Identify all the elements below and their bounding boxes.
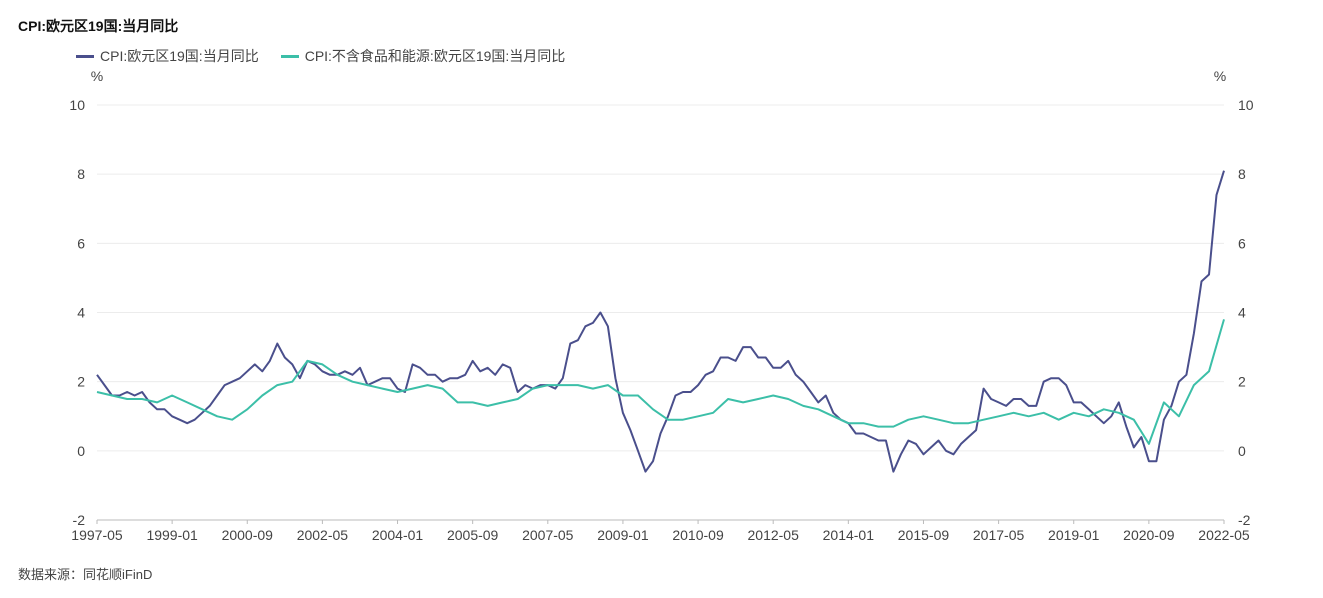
y-tick-label-right: 2 [1238,374,1246,390]
y-unit-right: % [1214,68,1226,84]
x-tick-label: 2005-09 [447,527,499,543]
legend-swatch-core-cpi [280,54,299,58]
y-tick-label-right: 10 [1238,97,1254,113]
x-tick-label: 2002-05 [297,527,349,543]
y-tick-label-left: 6 [77,235,85,251]
legend-label-cpi: CPI:欧元区19国:当月同比 [100,48,259,64]
y-tick-label-left: 10 [69,97,85,113]
y-tick-label-right: 6 [1238,235,1246,251]
legend-item-core-cpi[interactable]: CPI:不含食品和能源:欧元区19国:当月同比 [280,46,566,66]
legend-swatch-cpi [76,54,94,58]
x-tick-label: 2014-01 [823,527,875,543]
x-tick-label: 2009-01 [597,527,649,543]
series-line-cpi [96,170,1225,473]
x-tick-label: 2010-09 [672,527,724,543]
y-unit-left: % [91,68,103,84]
legend: CPI:欧元区19国:当月同比 CPI:不含食品和能源:欧元区19国:当月同比 [76,46,565,66]
x-tick-label: 1997-05 [71,527,123,543]
chart-title: CPI:欧元区19国:当月同比 [18,18,179,34]
legend-label-core-cpi: CPI:不含食品和能源:欧元区19国:当月同比 [304,48,566,64]
x-tick-label: 2015-09 [898,527,950,543]
series-line-core-cpi [96,319,1225,445]
y-tick-label-left: 2 [77,374,85,390]
x-tick-label: 1999-01 [146,527,198,543]
y-tick-label-left: -2 [73,512,86,528]
x-tick-label: 2017-05 [973,527,1025,543]
y-tick-label-left: 0 [77,443,85,459]
legend-item-cpi[interactable]: CPI:欧元区19国:当月同比 [76,46,259,66]
y-tick-label-left: 4 [77,305,85,321]
y-tick-label-right: -2 [1238,512,1251,528]
x-tick-label: 2007-05 [522,527,574,543]
x-tick-label: 2004-01 [372,527,424,543]
y-tick-label-right: 4 [1238,305,1246,321]
x-tick-label: 2000-09 [222,527,274,543]
x-tick-label: 2020-09 [1123,527,1175,543]
data-source: 数据来源：同花顺iFinD [18,567,153,582]
y-tick-label-right: 8 [1238,166,1246,182]
x-tick-label: 2019-01 [1048,527,1100,543]
y-tick-label-right: 0 [1238,443,1246,459]
x-tick-label: 2022-05 [1198,527,1250,543]
y-tick-label-left: 8 [77,166,85,182]
x-tick-label: 2012-05 [748,527,800,543]
